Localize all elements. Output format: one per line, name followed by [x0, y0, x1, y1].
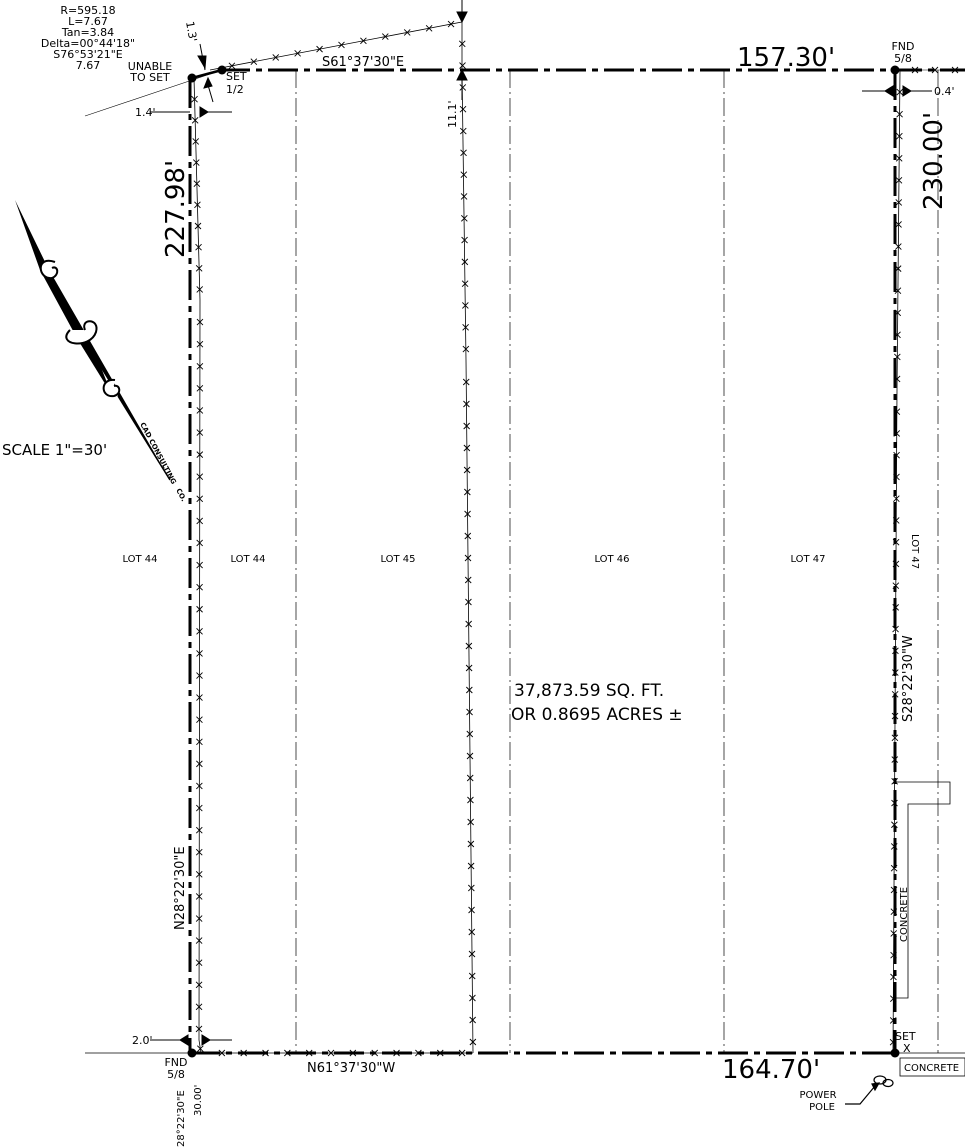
lot-45: LOT 45 — [380, 554, 415, 565]
west-bearing: N28°22'30"E — [173, 846, 188, 930]
bottom-distance: 30.00' — [193, 1085, 204, 1116]
offset-left-bottom: 2.0' — [132, 1034, 153, 1047]
curve-chord — [191, 68, 223, 80]
north-arrow-text-1: CAD CONSULTING — [138, 421, 177, 486]
fence-lines — [193, 21, 965, 1054]
lot-47-vertical: LOT 47 — [909, 534, 920, 569]
curve-tangent-text: Tan=3.84 — [61, 26, 114, 39]
curve-delta: Delta=00°44'18" — [41, 37, 135, 50]
curve-length: L=7.67 — [68, 15, 108, 28]
bottom-bearing: 28°22'30"E — [176, 1090, 187, 1147]
lot-lines — [295, 70, 939, 1053]
unable-to-set-line2: TO SET — [129, 71, 170, 84]
fnd-bottom-line2: 5/8 — [167, 1068, 185, 1081]
area-acres: OR 0.8695 ACRES ± — [511, 705, 683, 725]
lot-44-outer: LOT 44 — [122, 554, 157, 565]
monument-se — [890, 1048, 900, 1058]
lot-46: LOT 46 — [594, 554, 629, 565]
area-square-feet: 37,873.59 SQ. FT. — [514, 681, 664, 701]
south-distance: 164.70' — [722, 1055, 820, 1085]
curve-chord-bearing: S76°53'21"E — [53, 48, 123, 61]
fnd-top-line2: 5/8 — [894, 52, 912, 65]
scale-label: SCALE 1"=30' — [2, 441, 107, 459]
monument-sw — [187, 1048, 197, 1058]
north-arrow-icon — [15, 200, 171, 481]
offset-left-top: 1.4' — [135, 106, 156, 119]
monument-set-half — [217, 65, 227, 75]
curve-tangent — [84, 69, 223, 117]
dimension-arrows — [150, 0, 932, 1046]
fnd-top-line1: FND — [891, 40, 914, 53]
boundary-lines — [188, 68, 965, 1055]
lot-47: LOT 47 — [790, 554, 825, 565]
fence-x-marks — [191, 20, 959, 1057]
concrete-box: CONCRETE — [904, 1063, 959, 1074]
south-bearing: N61°37'30"W — [307, 1061, 395, 1076]
north-distance: 157.30' — [737, 43, 835, 73]
set-half-line1: SET — [226, 70, 247, 83]
power-pole-line1: POWER — [799, 1090, 836, 1101]
set-x-line2: X — [903, 1042, 911, 1055]
north-bearing: S61°37'30"E — [322, 55, 404, 70]
power-pole-icon — [845, 1075, 894, 1105]
set-half-line2: 1/2 — [226, 83, 244, 96]
concrete-outline — [895, 781, 965, 1077]
west-distance: 227.98' — [161, 160, 191, 258]
unable-to-set-line1: UNABLE — [128, 60, 172, 73]
concrete-vertical: CONCRETE — [899, 887, 910, 942]
lot-44: LOT 44 — [230, 554, 265, 565]
curve-chord-length: 7.67 — [76, 59, 101, 72]
corner-monuments — [187, 65, 900, 1058]
offset-top-mid: 11.1' — [446, 100, 459, 128]
curve-radius: R=595.18 — [60, 4, 115, 17]
east-distance: 230.00' — [919, 112, 949, 210]
power-pole-line2: POLE — [809, 1102, 835, 1113]
offset-right-top: 0.4' — [934, 85, 955, 98]
monument-ne — [890, 65, 900, 75]
set-x-line1: SET — [895, 1030, 916, 1043]
monument-nw — [187, 73, 197, 83]
fnd-bottom-line1: FND — [164, 1056, 187, 1069]
east-bearing: S28°22'30"W — [901, 635, 916, 722]
north-arrow-text-2: CO. — [174, 487, 187, 503]
offset-top-left: 1.3' — [183, 20, 199, 42]
